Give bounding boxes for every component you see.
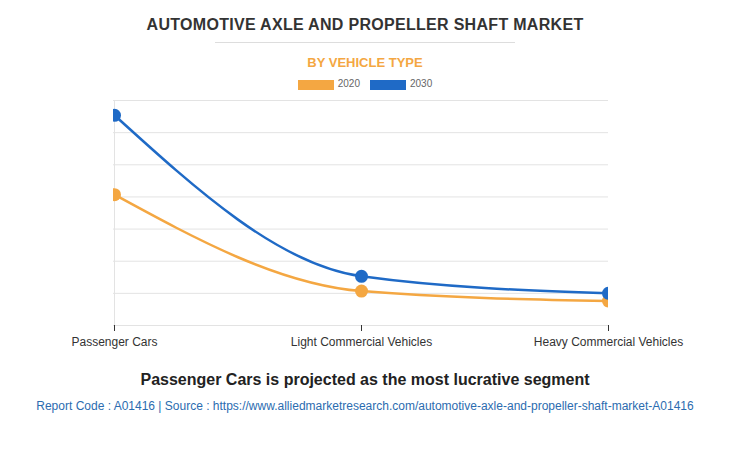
svg-text:Passenger Cars: Passenger Cars — [71, 335, 157, 349]
html-text:BY VEHICLE TYPE: BY VEHICLE TYPE — [307, 55, 423, 70]
svg-text:Heavy Commercial Vehicles: Heavy Commercial Vehicles — [534, 335, 683, 349]
html-text:2030: 2030 — [410, 78, 433, 90]
html-text:AUTOMOTIVE AXLE AND PROPELLER: AUTOMOTIVE AXLE AND PROPELLER SHAFT MARK… — [146, 16, 584, 33]
html-text:Passenger Cars is projected as: Passenger Cars is projected as the most … — [140, 371, 590, 388]
svg-text:Light Commercial Vehicles: Light Commercial Vehicles — [291, 335, 432, 349]
html-text:2020: 2020 — [337, 78, 360, 90]
html-text:Report Code : A01416 | Source: Report Code : A01416 | Source : https://… — [36, 399, 694, 413]
